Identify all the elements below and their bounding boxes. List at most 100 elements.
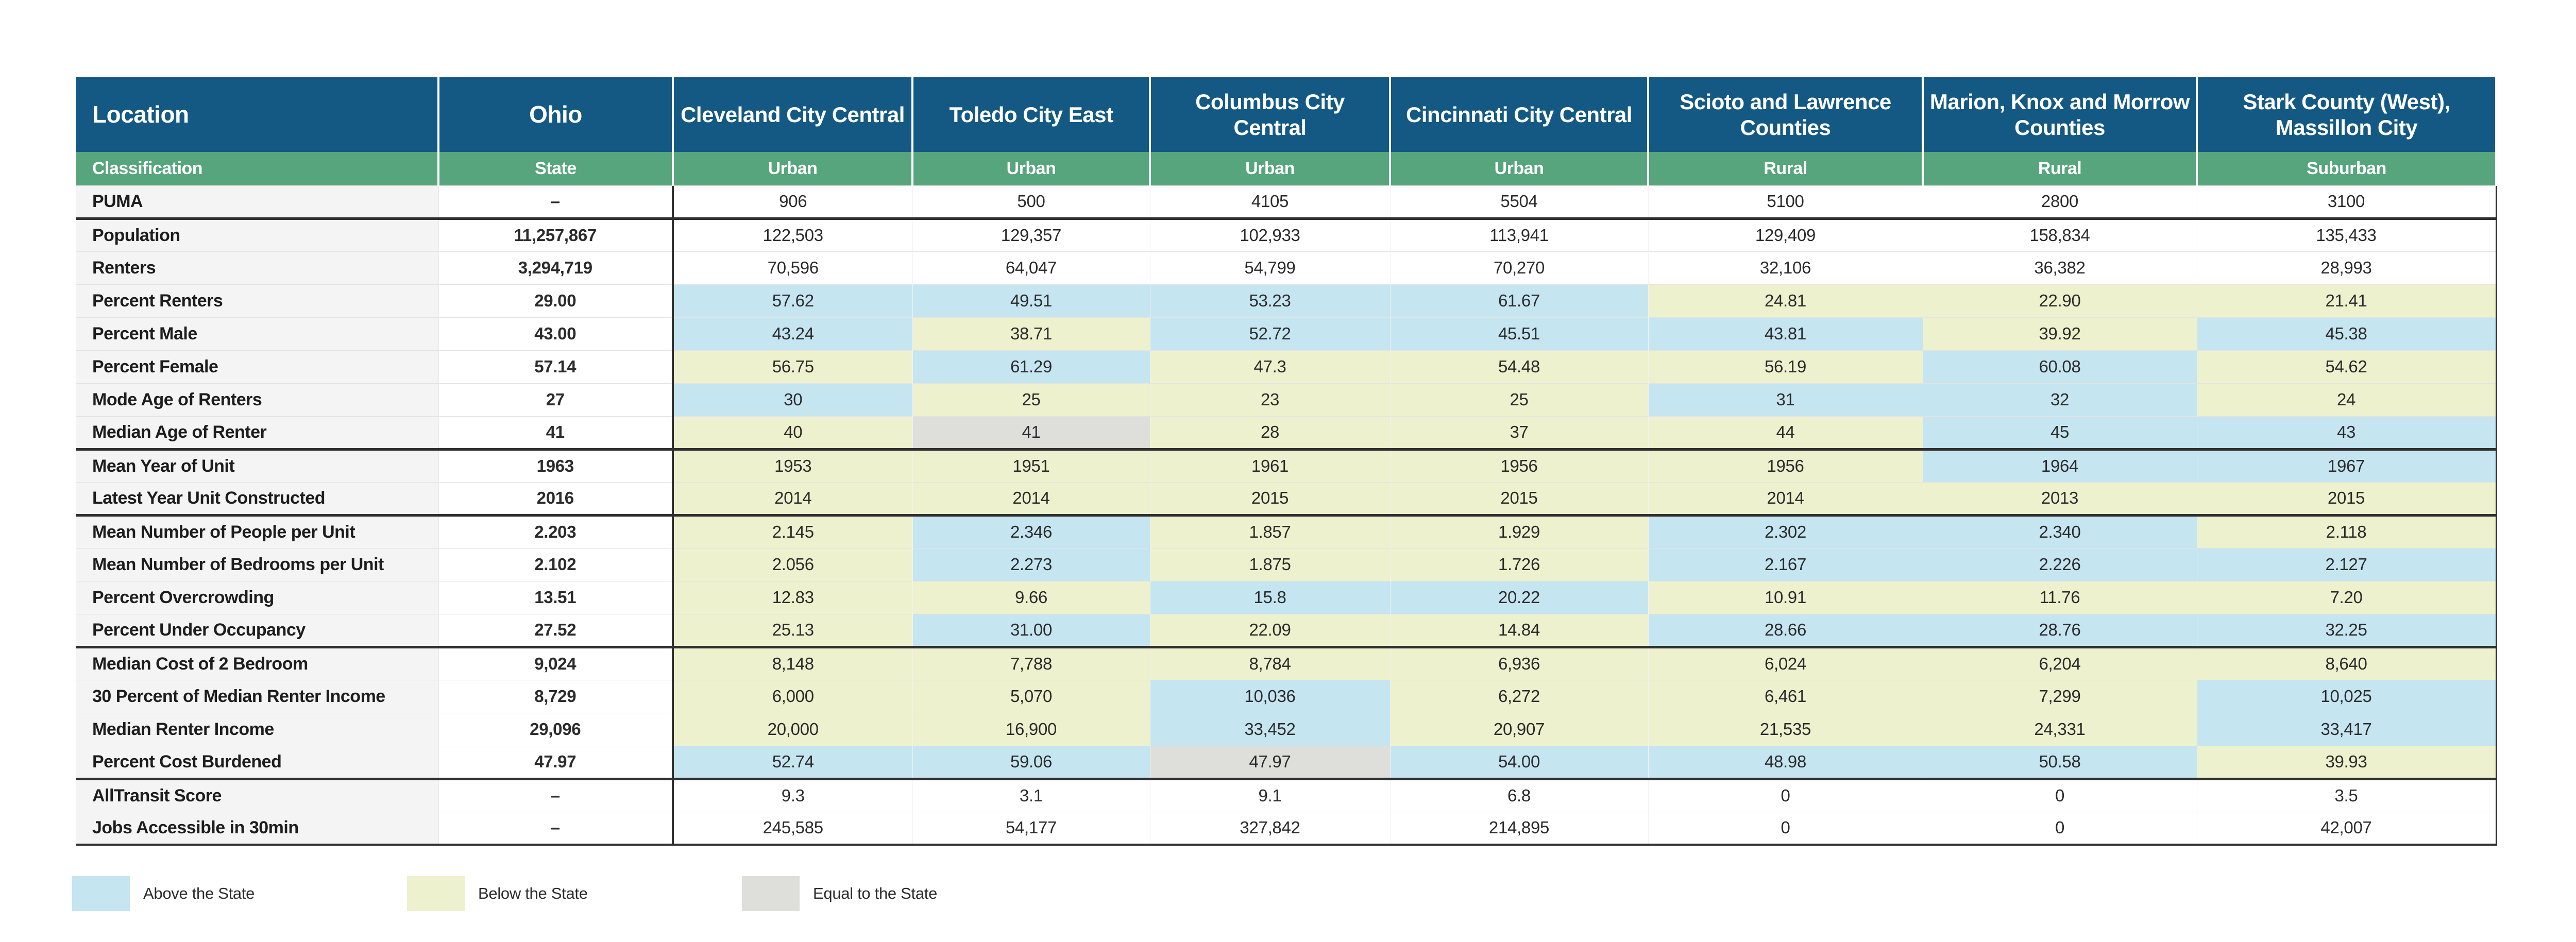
data-cell: 38.71: [912, 317, 1150, 350]
data-cell: 44: [1648, 416, 1923, 451]
data-cell: 9.3: [672, 778, 912, 812]
row-label: Mean Number of Bedrooms per Unit: [76, 547, 438, 581]
data-cell: 25: [912, 383, 1150, 416]
data-cell: 2.340: [1922, 515, 2197, 548]
data-cell: 3.1: [912, 778, 1150, 812]
data-cell: 25.13: [672, 613, 912, 648]
data-cell: 52.72: [1149, 317, 1390, 350]
data-cell: 11.76: [1922, 580, 2197, 614]
data-cell: 7,788: [912, 646, 1150, 680]
data-cell: 245,585: [672, 811, 912, 846]
row-label: 30 Percent of Median Renter Income: [76, 679, 438, 713]
state-value: 2.203: [438, 515, 673, 548]
data-cell: 2.302: [1648, 515, 1923, 548]
data-cell: 1951: [912, 449, 1150, 482]
data-cell: 2.167: [1648, 547, 1923, 581]
data-cell: 54,177: [912, 811, 1150, 846]
data-cell: 102,933: [1149, 218, 1390, 251]
data-cell: 129,357: [912, 218, 1150, 251]
state-classification: State: [438, 152, 674, 185]
data-cell: 53.23: [1149, 284, 1390, 317]
data-cell: 906: [672, 185, 912, 220]
data-cell: 52.74: [672, 745, 912, 780]
table-row: Mean Number of Bedrooms per Unit 2.102 2.0…: [76, 547, 2497, 581]
region-header: Columbus City Central: [1150, 77, 1391, 152]
data-cell: 2015: [2196, 482, 2497, 517]
data-cell: 22.90: [1922, 284, 2197, 317]
row-label: Median Renter Income: [76, 712, 438, 746]
table-row: Percent Overcrowding 13.51 12.83 9.66 15.8 20…: [76, 580, 2497, 614]
data-cell: 214,895: [1389, 811, 1648, 846]
data-cell: 8,148: [672, 646, 912, 680]
data-cell: 2.346: [912, 515, 1150, 548]
data-cell: 39.92: [1922, 317, 2197, 350]
data-cell: 49.51: [912, 284, 1150, 317]
state-value: 11,257,867: [438, 218, 673, 251]
data-cell: 20.22: [1389, 580, 1648, 614]
region-classification: Suburban: [2197, 152, 2497, 185]
data-cell: 54,799: [1149, 251, 1390, 284]
header-location: Location: [76, 77, 439, 152]
data-cell: 1967: [2196, 449, 2497, 482]
data-cell: 43.81: [1648, 317, 1923, 350]
region-classification: Urban: [673, 152, 913, 185]
table-row: AllTransit Score –9.3 3.1 9.1 6.8 0 0 3.5: [76, 778, 2497, 812]
row-label: Median Age of Renter: [76, 416, 438, 451]
data-cell: 33,417: [2196, 712, 2497, 746]
data-cell: 20,907: [1389, 712, 1648, 746]
table-row: Percent Female 57.14 56.75 61.29 47.3 54.48 56…: [76, 350, 2497, 383]
data-cell: 36,382: [1922, 251, 2197, 284]
data-cell: 2.118: [2196, 515, 2497, 548]
classification-header: Classification: [76, 152, 439, 185]
state-value: 9,024: [438, 646, 673, 680]
data-cell: 9.1: [1149, 778, 1390, 812]
data-cell: 16,900: [912, 712, 1150, 746]
region-classification: Rural: [1648, 152, 1924, 185]
data-cell: 122,503: [672, 218, 912, 251]
data-cell: 24.81: [1648, 284, 1923, 317]
data-cell: 0: [1922, 778, 2197, 812]
data-cell: 32: [1922, 383, 2197, 416]
data-cell: 39.93: [2196, 745, 2497, 780]
data-cell: 4105: [1149, 185, 1390, 220]
data-cell: 0: [1648, 811, 1923, 846]
table-row: Percent Cost Burdened 47.97 52.74 59.06 47.9…: [76, 745, 2497, 780]
data-cell: 54.48: [1389, 350, 1648, 383]
data-cell: 40: [672, 416, 912, 451]
data-cell: 70,270: [1389, 251, 1648, 284]
row-label: Percent Male: [76, 317, 438, 350]
state-value: 3,294,719: [438, 251, 673, 284]
data-cell: 3100: [2196, 185, 2497, 220]
data-cell: 5504: [1389, 185, 1648, 220]
table-row: Latest Year Unit Constructed 2016 2014 2014…: [76, 482, 2497, 517]
data-cell: 2015: [1389, 482, 1648, 517]
state-value: 8,729: [438, 679, 673, 713]
data-cell: 1961: [1149, 449, 1390, 482]
region-header: Stark County (West), Massillon City: [2197, 77, 2497, 152]
data-cell: 1956: [1648, 449, 1923, 482]
data-cell: 6,936: [1389, 646, 1648, 680]
data-cell: 31: [1648, 383, 1923, 416]
table-row: Median Renter Income 29,096 20,000 16,900 33…: [76, 712, 2497, 746]
data-cell: 10,036: [1149, 679, 1390, 713]
table-row: Median Age of Renter 41 40 41 28 37 44 45 43: [76, 416, 2497, 451]
data-cell: 30: [672, 383, 912, 416]
state-value: 29.00: [438, 284, 673, 317]
data-cell: 25: [1389, 383, 1648, 416]
state-value: 2.102: [438, 547, 673, 581]
region-header: Scioto and Lawrence Counties: [1648, 77, 1924, 152]
legend-swatch-equal-state: [742, 876, 800, 911]
data-cell: 47.97: [1149, 745, 1390, 780]
data-cell: 500: [912, 185, 1150, 220]
data-cell: 1.726: [1389, 547, 1648, 581]
row-label: Median Cost of 2 Bedroom: [76, 646, 438, 680]
data-cell: 28.76: [1922, 613, 2197, 648]
data-cell: 20,000: [672, 712, 912, 746]
table-row: Percent Male 43.00 43.24 38.71 52.72 45.51 43.…: [76, 317, 2497, 350]
row-label: Renters: [76, 251, 438, 284]
data-cell: 1.857: [1149, 515, 1390, 548]
header-state-name: Ohio: [438, 77, 674, 152]
data-cell: 10.91: [1648, 580, 1923, 614]
data-cell: 54.62: [2196, 350, 2497, 383]
data-cell: 45.51: [1389, 317, 1648, 350]
